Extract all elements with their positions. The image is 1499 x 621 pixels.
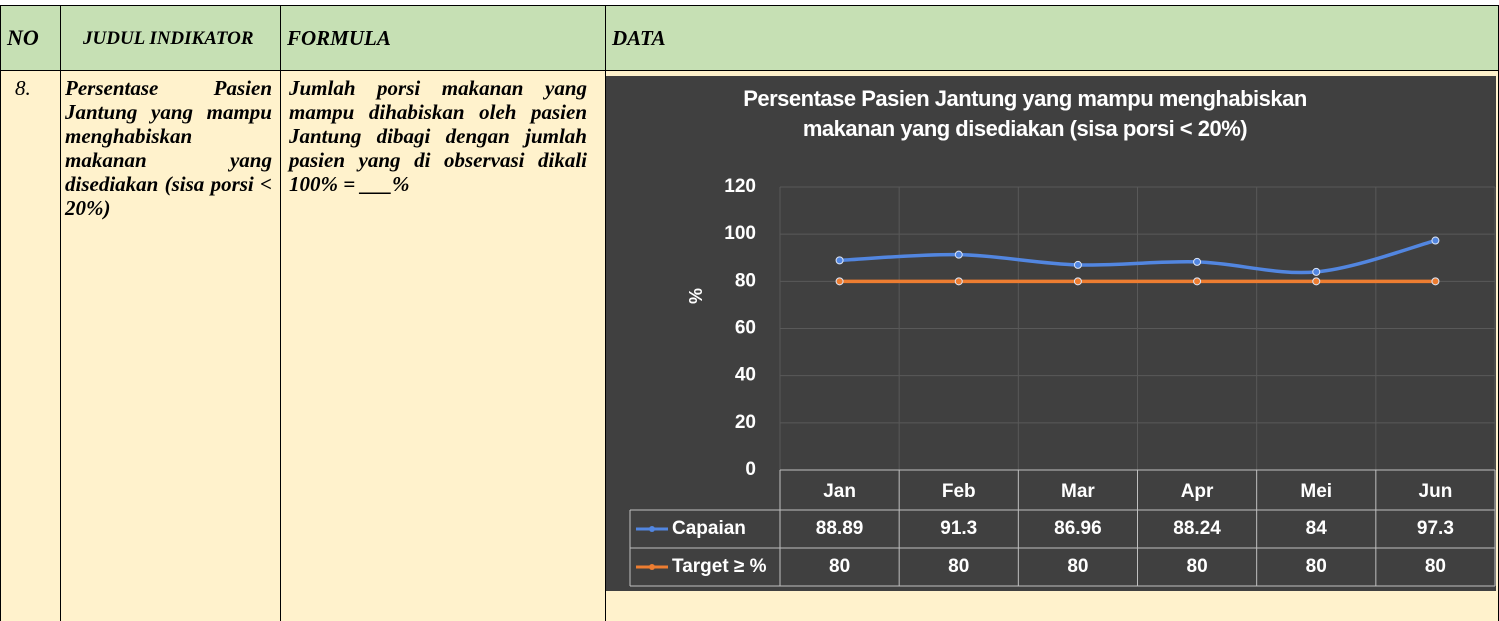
y-tick-label: 100 <box>724 223 756 244</box>
data-point <box>954 277 963 286</box>
data-point <box>1312 267 1321 276</box>
data-table-value: 84 <box>1306 518 1328 539</box>
data-point <box>954 250 963 259</box>
chart-title-box: Persentase Pasien Jantung yang mampu men… <box>743 86 1307 141</box>
data-table-value: 80 <box>1306 556 1327 577</box>
data-point <box>1431 277 1440 286</box>
x-tick-label: Mei <box>1300 481 1332 502</box>
legend-label: Capaian <box>672 518 746 539</box>
data-table-value: 80 <box>1187 556 1208 577</box>
border <box>0 5 1499 6</box>
data-table-value: 88.24 <box>1173 518 1221 539</box>
data-point <box>1431 236 1440 245</box>
header-cell: DATA <box>605 6 1499 70</box>
x-tick-label: Jun <box>1419 481 1453 502</box>
data-point <box>1193 277 1202 286</box>
legend-symbol-marker <box>649 526 655 532</box>
data-table-value: 80 <box>1425 556 1446 577</box>
data-point <box>1073 277 1082 286</box>
header-cell: FORMULA <box>280 6 605 70</box>
y-tick-label: 80 <box>735 270 756 291</box>
y-axis-label: % <box>686 288 706 304</box>
x-tick-label: Feb <box>942 481 976 502</box>
data-table-value: 91.3 <box>940 518 977 539</box>
y-tick-label: 40 <box>735 365 756 386</box>
data-point <box>1193 257 1202 266</box>
legend-label: Target ≥ % <box>672 556 767 577</box>
x-tick-label: Apr <box>1181 481 1214 502</box>
x-tick-label: Mar <box>1061 481 1095 502</box>
indicator-title: Persentase Pasien Jantung yang mampu men… <box>60 70 280 621</box>
chart-background <box>606 76 1496 591</box>
data-table-value: 86.96 <box>1054 518 1102 539</box>
data-table-value: 88.89 <box>816 518 864 539</box>
data-table-value: 80 <box>948 556 969 577</box>
series-line <box>839 238 1436 275</box>
data-table-value: 80 <box>1067 556 1088 577</box>
chart-title: Persentase Pasien Jantung yang mampu men… <box>743 86 1307 141</box>
y-tick-label: 120 <box>724 176 756 197</box>
y-tick-label: 20 <box>735 412 756 433</box>
data-point <box>1312 277 1321 286</box>
x-tick-label: Jan <box>823 481 856 502</box>
formula: Jumlah porsi makanan yang mampu dihabisk… <box>280 70 605 621</box>
row-number: 8. <box>0 70 60 621</box>
legend-symbol-marker <box>649 564 655 570</box>
data-point <box>835 256 844 265</box>
y-tick-label: 60 <box>735 318 756 339</box>
border <box>0 70 1499 71</box>
data-point <box>835 277 844 286</box>
header-cell: NO <box>0 6 60 70</box>
data-table-value: 80 <box>829 556 850 577</box>
header-cell: JUDUL INDIKATOR <box>60 6 280 70</box>
data-table-value: 97.3 <box>1417 518 1454 539</box>
data-point <box>1073 260 1082 269</box>
y-tick-label: 0 <box>745 459 756 480</box>
